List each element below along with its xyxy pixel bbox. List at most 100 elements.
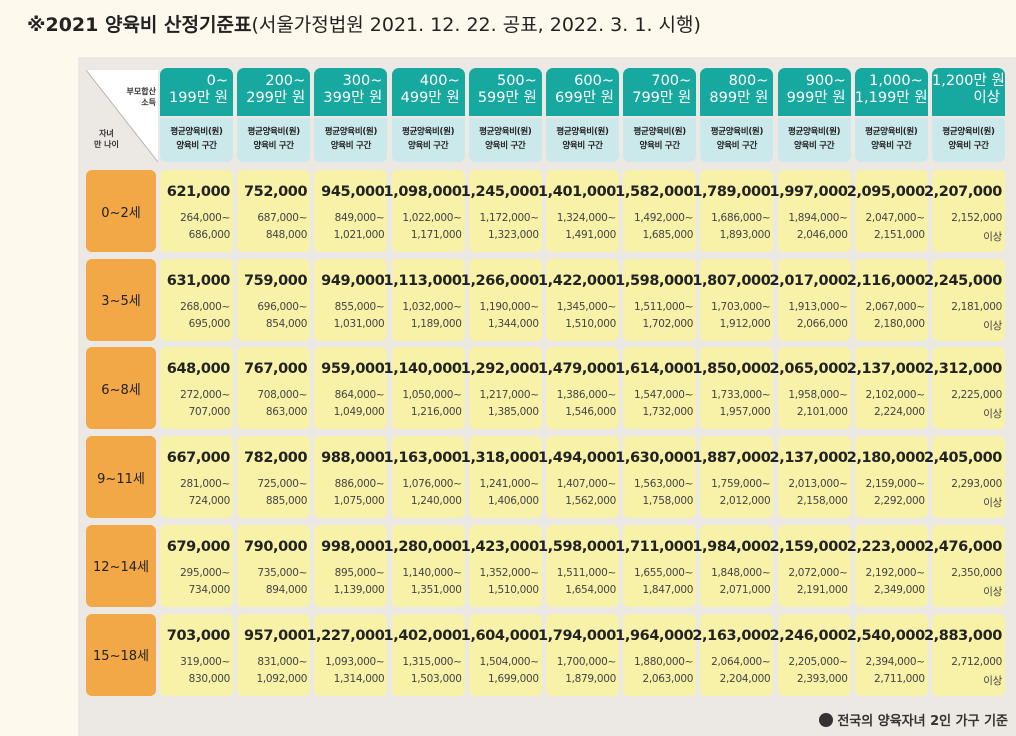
range-high: 1,021,000 [333,229,385,241]
range-low: 2,712,000 [951,655,1002,668]
range-high: 2,046,000 [796,229,848,241]
range-high: 1,092,000 [256,672,308,685]
range-high: 2,071,000 [719,583,771,596]
range-low: 2,181,000 [951,300,1002,313]
average-support: 790,000 [243,538,308,555]
average-support: 2,245,000 [923,272,1002,289]
table-cell: 1,630,000 1,563,000~ 1,758,000 [615,436,697,519]
table-cell: 1,494,000 1,407,000~ 1,562,000 [538,436,619,519]
table-cell: 1,245,000 1,172,000~ 1,323,000 [461,170,542,252]
table-cell: 2,207,000 2,152,000 이상 [924,170,1005,252]
average-support: 621,000 [166,184,231,200]
average-support: 1,280,000 [383,538,462,555]
average-support: 1,794,000 [537,627,616,644]
range-high: 894,000 [265,583,308,596]
title-normal: (서울가정법원 2021. 12. 22. 공표, 2022. 3. 1. 시행… [251,14,701,36]
range-high: 1,654,000 [565,583,616,596]
column-subheader: 평균양육비(원) 양육비 구간 [160,118,233,162]
average-support: 631,000 [166,272,231,289]
income-range: 400~ 499만 원 [391,68,465,116]
average-support: 703,000 [166,627,231,644]
range-high: 1,879,000 [565,672,616,685]
range-high: 1,171,000 [410,229,462,241]
average-support: 1,227,000 [306,627,385,644]
range-low: 895,000~ [334,566,385,579]
average-support: 1,604,000 [460,627,539,644]
income-range: 500~ 599만 원 [468,68,542,116]
column-header: 300~ 399만 원 평균양육비(원) 양육비 구간 [314,68,388,164]
corner-age-label: 자녀 만 나이 [94,129,119,149]
income-range: 300~ 399만 원 [314,68,388,116]
table-cell: 752,000 687,000~ 848,000 [237,170,311,252]
table-cell: 1,401,000 1,324,000~ 1,491,000 [538,170,619,252]
range-high: 734,000 [188,583,231,596]
range-low: 1,022,000~ [402,212,462,224]
table-cell: 1,711,000 1,655,000~ 1,847,000 [615,524,697,607]
column-header: 900~ 999만 원 평균양육비(원) 양육비 구간 [777,68,851,164]
table-cell: 767,000 708,000~ 863,000 [237,347,311,430]
table-cell: 631,000 268,000~ 695,000 [160,258,233,341]
table-cell: 1,163,000 1,076,000~ 1,240,000 [384,436,465,519]
table-cell: 1,422,000 1,345,000~ 1,510,000 [538,258,619,341]
range-high: 이상 [983,585,1002,598]
range-high: 1,139,000 [333,583,385,596]
column-subheader: 평균양육비(원) 양육비 구간 [546,118,619,162]
range-high: 2,191,000 [796,583,848,596]
table-cell: 1,423,000 1,352,000~ 1,510,000 [461,524,542,607]
table-cell: 1,582,000 1,492,000~ 1,685,000 [615,170,697,252]
average-support: 759,000 [243,272,308,289]
range-low: 2,064,000~ [711,655,771,668]
average-support: 1,113,000 [383,272,462,289]
column-header: 700~ 799만 원 평균양육비(원) 양육비 구간 [623,68,697,164]
table-cell: 2,116,000 2,067,000~ 2,180,000 [847,258,928,341]
range-high: 이상 [983,674,1002,687]
range-low: 272,000~ [180,389,230,402]
range-high: 2,101,000 [796,406,848,419]
column-header: 500~ 599만 원 평균양육비(원) 양육비 구간 [468,68,542,164]
table-cell: 1,280,000 1,140,000~ 1,351,000 [384,524,465,607]
column-header: 1,200만 원 이상 평균양육비(원) 양육비 구간 [932,68,1005,164]
range-high: 1,503,000 [410,672,462,685]
column-subheader: 평균양육비(원) 양육비 구간 [314,118,388,162]
average-support: 1,598,000 [537,538,616,555]
title-bold: ※2021 양육비 산정기준표 [27,14,252,36]
range-low: 687,000~ [257,212,308,224]
column-subheader: 평균양육비(원) 양육비 구간 [932,118,1005,162]
range-low: 264,000~ [180,212,230,224]
row-header-age: 9~11세 [86,436,156,519]
table-cell: 679,000 295,000~ 734,000 [160,524,233,607]
table-cell: 2,137,000 2,013,000~ 2,158,000 [770,436,851,519]
range-high: 1,510,000 [565,317,616,330]
range-low: 1,352,000~ [479,566,540,579]
table-cell: 2,405,000 2,293,000 이상 [924,436,1005,519]
range-high: 1,546,000 [565,406,616,419]
range-high: 686,000 [188,229,231,241]
table-cell: 1,807,000 1,703,000~ 1,912,000 [692,258,774,341]
range-high: 2,224,000 [874,406,925,419]
average-support: 648,000 [166,361,231,378]
range-low: 1,190,000~ [479,300,540,313]
range-low: 1,894,000~ [788,212,848,224]
table-cell: 945,000 849,000~ 1,021,000 [314,170,388,252]
average-support: 679,000 [166,538,231,555]
average-support: 1,887,000 [692,450,771,467]
range-low: 708,000~ [257,389,308,402]
range-high: 707,000 [188,406,231,419]
income-range: 200~ 299만 원 [237,68,311,116]
range-high: 1,216,000 [410,406,462,419]
table-cell: 949,000 855,000~ 1,031,000 [314,258,388,341]
average-support: 1,423,000 [460,538,539,555]
row-header-age: 6~8세 [86,347,156,430]
table-cell: 1,227,000 1,093,000~ 1,314,000 [306,613,388,696]
range-high: 2,151,000 [874,229,925,241]
table-cell: 2,159,000 2,072,000~ 2,191,000 [770,524,851,607]
income-range: 1,200만 원 이상 [932,68,1005,116]
table-cell: 2,223,000 2,192,000~ 2,349,000 [847,524,928,607]
range-low: 1,700,000~ [556,655,617,668]
range-high: 1,314,000 [333,672,385,685]
range-low: 2,192,000~ [865,566,926,579]
table-cell: 2,476,000 2,350,000 이상 [924,524,1005,607]
average-support: 959,000 [321,361,385,378]
table-cell: 1,402,000 1,315,000~ 1,503,000 [384,613,465,696]
corner-diagonal [86,70,158,162]
